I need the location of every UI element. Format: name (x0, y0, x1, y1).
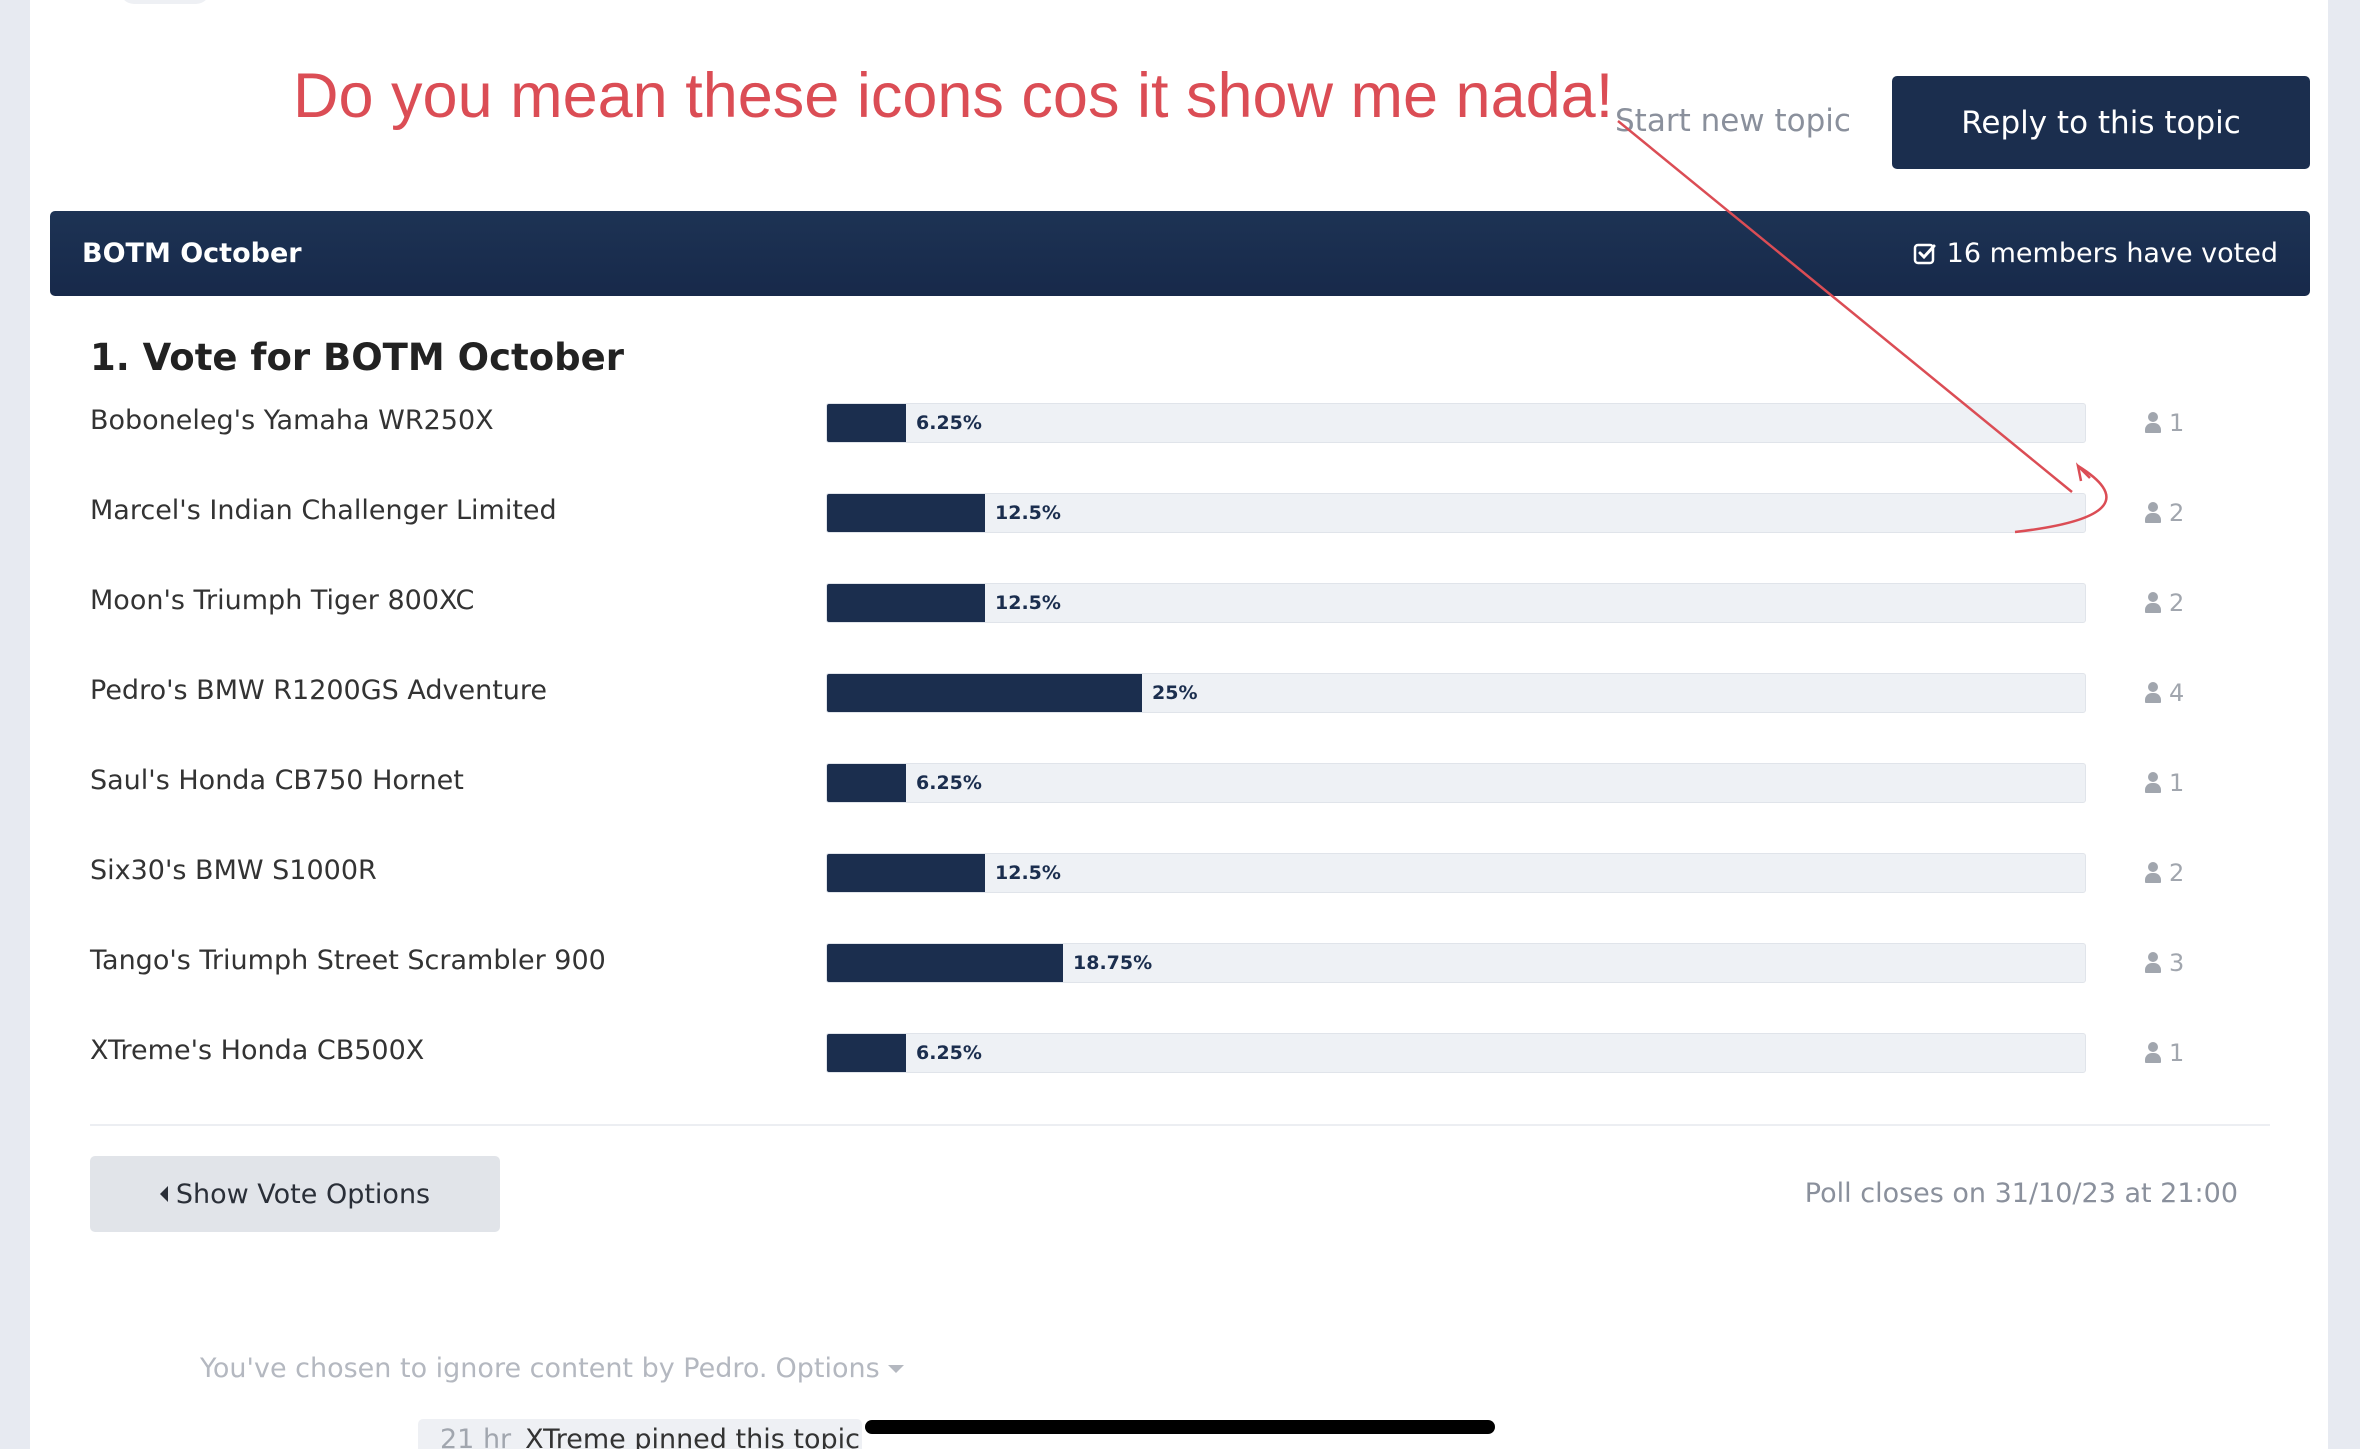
poll-vote-count[interactable]: 3 (2145, 949, 2184, 977)
poll-bar-track: 6.25% (826, 403, 2086, 443)
user-icon (2145, 502, 2161, 524)
poll-bar-fill (827, 674, 1142, 712)
poll-vote-count[interactable]: 1 (2145, 1039, 2184, 1067)
poll-option-label: Boboneleg's Yamaha WR250X (90, 405, 494, 436)
user-icon (2145, 682, 2161, 704)
poll-vote-count[interactable]: 2 (2145, 589, 2184, 617)
poll-option-label: Moon's Triumph Tiger 800XC (90, 585, 475, 616)
poll-option-row: Tango's Triumph Street Scrambler 900 18.7… (30, 943, 2328, 983)
poll-bar-percent: 12.5% (995, 862, 1061, 884)
caret-down-icon (887, 1364, 904, 1373)
poll-option-row: Boboneleg's Yamaha WR250X 6.25% 1 (30, 403, 2328, 443)
ignore-options-link[interactable]: Options (775, 1353, 880, 1384)
poll-vote-count[interactable]: 2 (2145, 499, 2184, 527)
poll-vote-count[interactable]: 2 (2145, 859, 2184, 887)
home-indicator (865, 1420, 1495, 1434)
poll-bar-track: 6.25% (826, 763, 2086, 803)
user-icon (2145, 952, 2161, 974)
poll-vote-number: 2 (2169, 859, 2185, 887)
poll-bar-track: 12.5% (826, 853, 2086, 893)
check-square-icon (1913, 243, 1936, 264)
poll-bar-track: 25% (826, 673, 2086, 713)
poll-bar-fill (827, 944, 1063, 982)
poll-bar-fill (827, 494, 985, 532)
poll-bar-fill (827, 764, 906, 802)
voted-text: 16 members have voted (1946, 238, 2278, 269)
poll-question: 1. Vote for BOTM October (90, 336, 624, 379)
poll-option-row: Six30's BMW S1000R 12.5% 2 (30, 853, 2328, 893)
poll-option-row: XTreme's Honda CB500X 6.25% 1 (30, 1033, 2328, 1073)
poll-title: BOTM October (82, 238, 302, 269)
user-icon (2145, 772, 2161, 794)
poll-closes-text: Poll closes on 31/10/23 at 21:00 (1804, 1178, 2238, 1209)
poll-option-row: Saul's Honda CB750 Hornet 6.25% 1 (30, 763, 2328, 803)
poll-bar-percent: 6.25% (916, 412, 982, 434)
user-icon (2145, 862, 2161, 884)
poll-bar-track: 18.75% (826, 943, 2086, 983)
poll-vote-number: 2 (2169, 589, 2185, 617)
poll-vote-count[interactable]: 4 (2145, 679, 2184, 707)
poll-vote-number: 3 (2169, 949, 2185, 977)
divider (90, 1124, 2270, 1126)
poll-vote-number: 4 (2169, 679, 2185, 707)
poll-option-label: Six30's BMW S1000R (90, 855, 377, 886)
user-icon (2145, 412, 2161, 434)
pinned-text: XTreme pinned this topic (525, 1423, 860, 1449)
poll-bar-track: 12.5% (826, 493, 2086, 533)
poll-bar-percent: 12.5% (995, 592, 1061, 614)
poll-vote-count[interactable]: 1 (2145, 409, 2184, 437)
user-icon (2145, 1042, 2161, 1064)
show-vote-options-button[interactable]: Show Vote Options (90, 1156, 500, 1232)
poll-option-row: Moon's Triumph Tiger 800XC 12.5% 2 (30, 583, 2328, 623)
poll-header: BOTM October 16 members have voted (50, 211, 2310, 296)
poll-bar-percent: 12.5% (995, 502, 1061, 524)
pinned-event: 21 hr XTreme pinned this topic (418, 1419, 862, 1449)
poll-option-row: Pedro's BMW R1200GS Adventure 25% 4 (30, 673, 2328, 713)
poll-option-label: Marcel's Indian Challenger Limited (90, 495, 557, 526)
voted-count: 16 members have voted (1913, 238, 2278, 269)
ignore-text: You've chosen to ignore content by Pedro… (200, 1353, 768, 1384)
poll-bar-fill (827, 584, 985, 622)
poll-option-row: Marcel's Indian Challenger Limited 12.5% 2 (30, 493, 2328, 533)
start-new-topic-link[interactable]: Start new topic (1615, 103, 1851, 139)
reply-to-topic-button[interactable]: Reply to this topic (1892, 76, 2310, 169)
poll-bar-percent: 18.75% (1073, 952, 1153, 974)
poll-bar-percent: 25% (1152, 682, 1198, 704)
topic-page: Do you mean these icons cos it show me n… (30, 0, 2328, 1449)
poll-bar-track: 6.25% (826, 1033, 2086, 1073)
poll-bar-track: 12.5% (826, 583, 2086, 623)
poll-option-label: Pedro's BMW R1200GS Adventure (90, 675, 548, 706)
pinned-time: 21 hr (440, 1423, 512, 1449)
poll-vote-number: 1 (2169, 769, 2185, 797)
poll-bar-fill (827, 854, 985, 892)
poll-option-label: Tango's Triumph Street Scrambler 900 (90, 945, 606, 976)
annotation-text: Do you mean these icons cos it show me n… (293, 61, 1614, 131)
caret-left-icon (159, 1186, 168, 1202)
poll-bar-percent: 6.25% (916, 772, 982, 794)
poll-bar-fill (827, 404, 906, 442)
poll-vote-number: 2 (2169, 499, 2185, 527)
ignore-notice: You've chosen to ignore content by Pedro… (200, 1353, 904, 1384)
poll-vote-count[interactable]: 1 (2145, 769, 2184, 797)
poll-vote-number: 1 (2169, 409, 2185, 437)
poll-option-label: Saul's Honda CB750 Hornet (90, 765, 464, 796)
show-vote-options-label: Show Vote Options (175, 1178, 431, 1210)
top-nub (120, 0, 210, 4)
poll-bar-fill (827, 1034, 906, 1072)
poll-vote-number: 1 (2169, 1039, 2185, 1067)
poll-option-label: XTreme's Honda CB500X (90, 1035, 425, 1066)
user-icon (2145, 592, 2161, 614)
poll-bar-percent: 6.25% (916, 1042, 982, 1064)
